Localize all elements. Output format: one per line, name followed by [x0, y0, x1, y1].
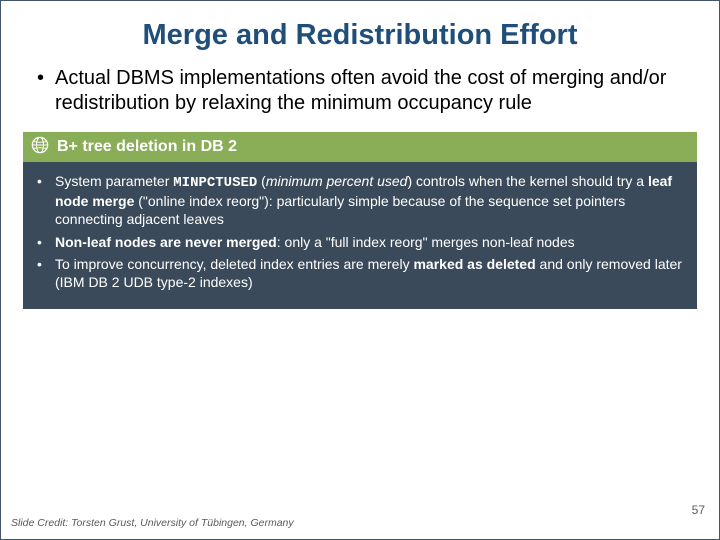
slide-title: Merge and Redistribution Effort [1, 1, 719, 66]
bullet-dot: • [37, 255, 55, 291]
bullet-dot: • [37, 172, 55, 229]
footer-credit: Slide Credit: Torsten Grust, University … [11, 517, 294, 529]
main-bullet-text: Actual DBMS implementations often avoid … [55, 66, 683, 116]
panel-bullet-3: • To improve concurrency, deleted index … [37, 255, 683, 291]
panel-bullet-text: To improve concurrency, deleted index en… [55, 255, 683, 291]
dark-panel: • System parameter MINPCTUSED (minimum p… [23, 162, 697, 309]
code-minpctused: MINPCTUSED [173, 175, 257, 191]
globe-icon [31, 136, 49, 154]
panel-bullet-1: • System parameter MINPCTUSED (minimum p… [37, 172, 683, 229]
panel-bullet-text: System parameter MINPCTUSED (minimum per… [55, 172, 683, 229]
panel-bullet-text: Non-leaf nodes are never merged: only a … [55, 233, 683, 251]
panel-header: B+ tree deletion in DB 2 [23, 132, 697, 162]
page-number: 57 [692, 503, 705, 517]
panel-bullet-2: • Non-leaf nodes are never merged: only … [37, 233, 683, 251]
slide: Merge and Redistribution Effort • Actual… [0, 0, 720, 540]
bullet-dot: • [37, 233, 55, 251]
main-bullet: • Actual DBMS implementations often avoi… [1, 66, 719, 116]
panel-header-text: B+ tree deletion in DB 2 [57, 138, 237, 155]
bullet-dot: • [37, 66, 55, 116]
